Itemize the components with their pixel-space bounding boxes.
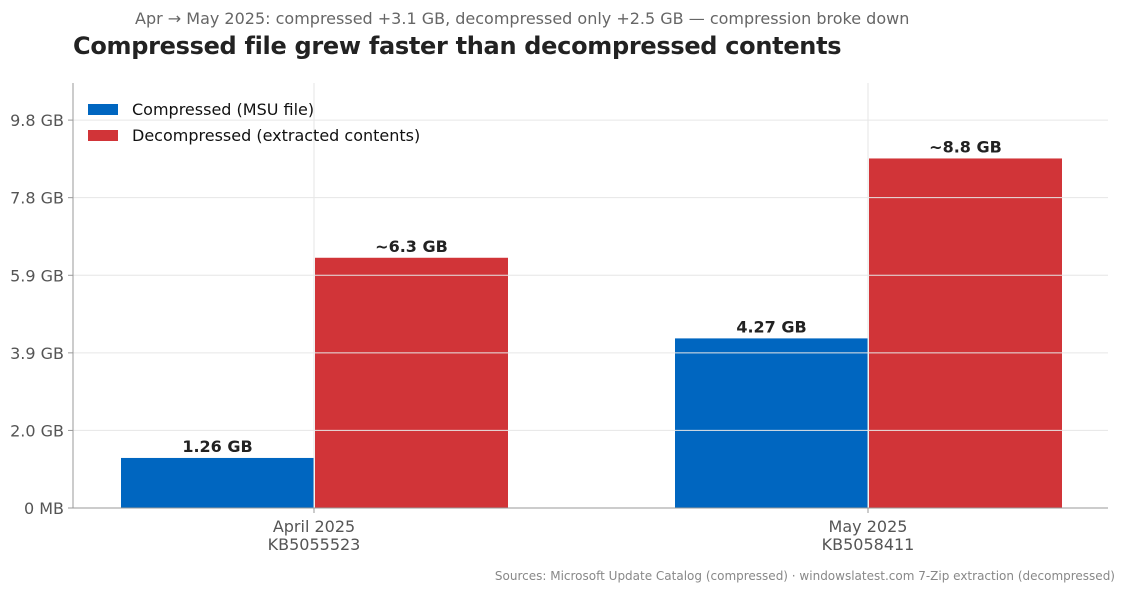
source-note: Sources: Microsoft Update Catalog (compr… <box>494 569 1115 583</box>
y-tick-label: 7.8 GB <box>10 189 64 208</box>
legend-item: Compressed (MSU file) <box>88 96 420 122</box>
y-tick-label: 3.9 GB <box>10 344 64 363</box>
y-tick-label: 5.9 GB <box>10 266 64 285</box>
legend-swatch <box>88 129 118 141</box>
bar <box>121 457 314 508</box>
x-tick-label: May 2025 <box>829 517 908 536</box>
y-tick-label: 0 MB <box>24 499 64 518</box>
bar <box>675 338 868 508</box>
data-label: ~6.3 GB <box>375 237 448 256</box>
bar <box>315 257 508 508</box>
legend: Compressed (MSU file) Decompressed (extr… <box>88 96 420 148</box>
legend-label: Decompressed (extracted contents) <box>132 125 421 145</box>
data-label: 1.26 GB <box>182 437 252 456</box>
chart-title: Compressed file grew faster than decompr… <box>73 32 842 60</box>
x-tick-label: KB5055523 <box>268 535 361 554</box>
legend-swatch <box>88 103 118 115</box>
x-tick-label: KB5058411 <box>822 535 915 554</box>
y-tick-label: 2.0 GB <box>10 421 64 440</box>
x-tick-label: April 2025 <box>273 517 355 536</box>
data-label: 4.27 GB <box>736 317 806 336</box>
legend-item: Decompressed (extracted contents) <box>88 122 420 148</box>
legend-label: Compressed (MSU file) <box>132 99 315 119</box>
data-label: ~8.8 GB <box>929 137 1002 156</box>
bar <box>869 158 1062 508</box>
y-tick-label: 9.8 GB <box>10 111 64 130</box>
chart-subtitle: Apr → May 2025: compressed +3.1 GB, deco… <box>135 9 910 28</box>
